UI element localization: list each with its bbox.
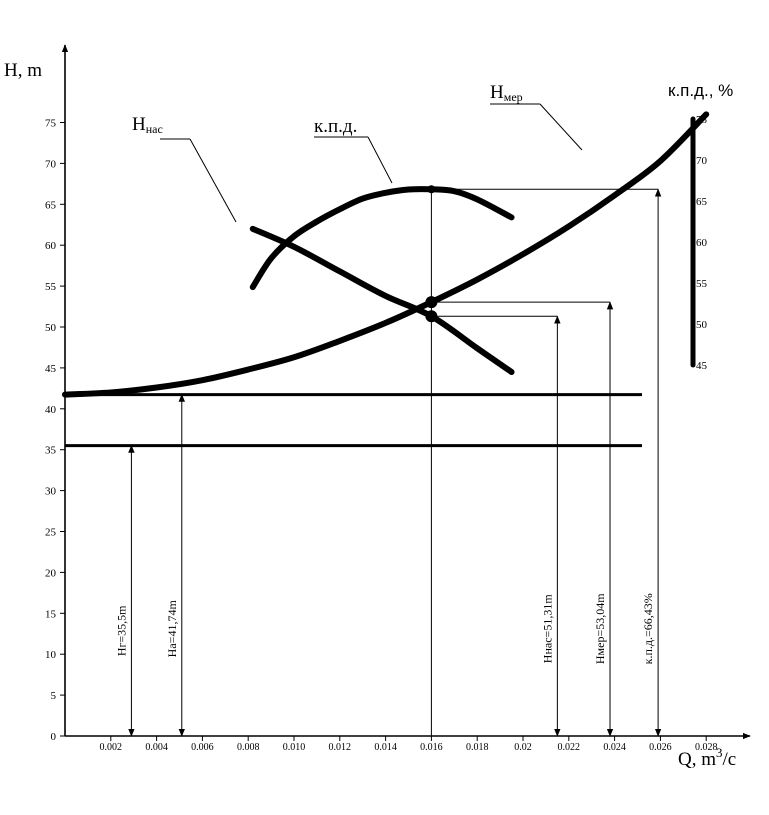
- x-tick-label: 0.010: [283, 742, 306, 753]
- x-tick-label: 0.024: [603, 742, 626, 753]
- hnas-curve-label: Ннас: [132, 114, 163, 136]
- x-tick-label: 0.02: [514, 742, 532, 753]
- y-tick-label: 30: [45, 486, 57, 498]
- hmer-curve-label: Нмер: [490, 82, 523, 104]
- y-tick-label: 0: [51, 731, 57, 743]
- dimension-label-hg: Нг=35,5m: [114, 605, 128, 656]
- y-tick-label: 50: [45, 322, 57, 334]
- operating-point-kpd: [427, 185, 436, 194]
- y-axis-title: H, m: [4, 60, 42, 81]
- right-tick-label: 60: [696, 237, 708, 249]
- dimension-label-hmer: Нмер=53,04m: [593, 593, 607, 664]
- y-tick-label: 65: [45, 199, 57, 211]
- label-leader-hnas-diag: [189, 138, 237, 223]
- y-tick-label: 15: [45, 608, 57, 620]
- x-tick-label: 0.014: [374, 742, 397, 753]
- right-tick-label: 70: [696, 155, 708, 167]
- x-tick-label: 0.016: [420, 742, 443, 753]
- x-tick-label: 0.012: [329, 742, 352, 753]
- y-tick-label: 20: [45, 567, 57, 579]
- right-tick-label: 50: [696, 319, 708, 331]
- right-axis-title: к.п.д., %: [668, 81, 733, 100]
- y-tick-label: 5: [51, 690, 57, 702]
- dimension-label-hnas: Ннас=51,31m: [540, 594, 554, 664]
- right-tick-label: 45: [696, 360, 708, 372]
- y-tick-label: 70: [45, 158, 57, 170]
- y-tick-label: 40: [45, 404, 57, 416]
- x-tick-label: 0.002: [100, 742, 123, 753]
- x-tick-label: 0.018: [466, 742, 489, 753]
- y-tick-label: 60: [45, 240, 57, 252]
- y-tick-label: 25: [45, 527, 57, 539]
- x-axis-title: Q, m3/c: [678, 745, 736, 770]
- dimension-label-ha: На=41,74m: [165, 600, 179, 658]
- x-tick-label: 0.026: [649, 742, 672, 753]
- x-tick-label: 0.004: [145, 742, 168, 753]
- x-tick-label: 0.022: [558, 742, 581, 753]
- kpd-curve: [249, 186, 515, 291]
- y-tick-label: 45: [45, 363, 57, 375]
- x-tick-label: 0.006: [191, 742, 214, 753]
- hnas-curve: [249, 225, 515, 375]
- right-tick-label: 55: [696, 278, 708, 290]
- right-tick-label: 65: [696, 196, 708, 208]
- y-tick-label: 35: [45, 445, 57, 457]
- x-tick-label: 0.008: [237, 742, 260, 753]
- hmer-curve: [62, 111, 710, 398]
- y-tick-label: 75: [45, 118, 57, 130]
- label-leader-kpd-diag: [367, 136, 393, 184]
- operating-point-hmer: [425, 296, 438, 309]
- x-tick-label: 0.028: [695, 742, 718, 753]
- dimension-label-kpd: к.п.д.=66,43%: [641, 593, 655, 664]
- kpd-curve-label: к.п.д.: [314, 116, 357, 137]
- operating-point-hnas: [425, 310, 438, 323]
- y-tick-label: 55: [45, 281, 57, 293]
- label-leader-hmer-diag: [539, 103, 583, 151]
- y-tick-label: 10: [45, 649, 57, 661]
